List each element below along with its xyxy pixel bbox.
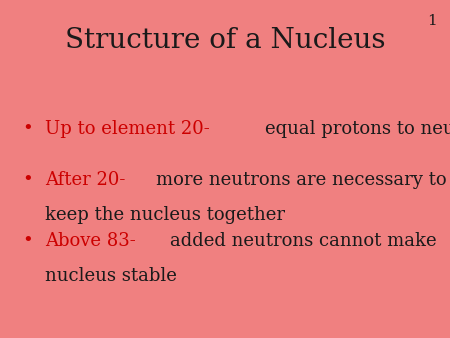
Text: Up to element 20-: Up to element 20- xyxy=(45,120,216,138)
Text: •: • xyxy=(22,171,33,189)
Text: •: • xyxy=(22,120,33,138)
Text: nucleus stable: nucleus stable xyxy=(45,267,177,285)
Text: more neutrons are necessary to: more neutrons are necessary to xyxy=(156,171,447,189)
Text: added neutrons cannot make: added neutrons cannot make xyxy=(170,232,436,249)
Text: Structure of a Nucleus: Structure of a Nucleus xyxy=(65,27,385,54)
Text: equal protons to neutrons: equal protons to neutrons xyxy=(265,120,450,138)
Text: Above 83-: Above 83- xyxy=(45,232,141,249)
Text: After 20-: After 20- xyxy=(45,171,131,189)
Text: 1: 1 xyxy=(427,14,436,27)
Text: •: • xyxy=(22,232,33,249)
Text: keep the nucleus together: keep the nucleus together xyxy=(45,206,285,224)
